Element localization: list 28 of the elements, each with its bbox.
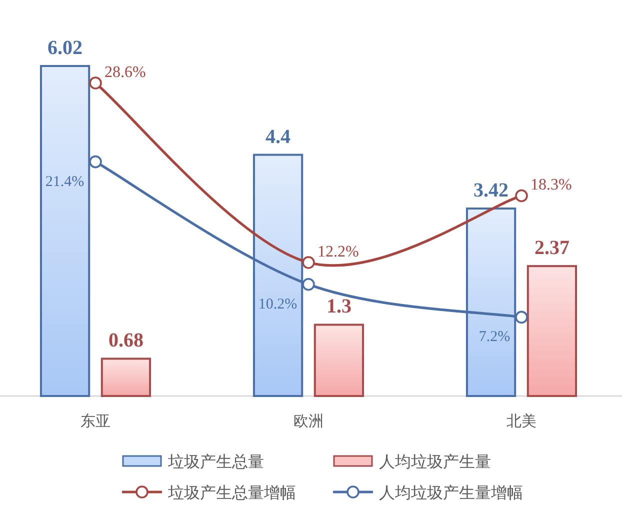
x-tick-label: 东亚	[80, 413, 110, 430]
point	[515, 189, 528, 202]
point	[302, 256, 315, 269]
data-label: 18.3%	[530, 176, 572, 194]
data-label: 0.68	[108, 330, 144, 352]
data-label: 28.6%	[104, 64, 146, 81]
legend-label: 人均垃圾产生量增幅	[379, 484, 523, 502]
data-label: 10.2%	[258, 296, 298, 312]
data-label: 21.4%	[45, 174, 84, 190]
data-label: 2.37	[534, 237, 570, 260]
x-tick-label: 北美	[506, 413, 536, 430]
data-label: 4.4	[266, 126, 291, 148]
data-label: 12.2%	[318, 243, 359, 260]
x-tick-label: 欧洲	[294, 413, 324, 430]
bar	[314, 324, 364, 397]
point	[515, 310, 528, 324]
point	[89, 76, 102, 90]
data-label: 1.3	[326, 296, 352, 318]
legend-label: 人均垃圾产生量	[379, 453, 491, 471]
point	[302, 278, 315, 291]
point	[89, 155, 102, 168]
data-label: 7.2%	[478, 329, 510, 346]
bar	[100, 358, 152, 397]
data-label: 3.42	[474, 180, 509, 202]
data-label: 6.02	[48, 37, 83, 59]
legend-label: 垃圾产生总量	[167, 453, 264, 471]
legend-label: 垃圾产生总量增幅	[167, 484, 296, 502]
bar	[526, 265, 578, 397]
